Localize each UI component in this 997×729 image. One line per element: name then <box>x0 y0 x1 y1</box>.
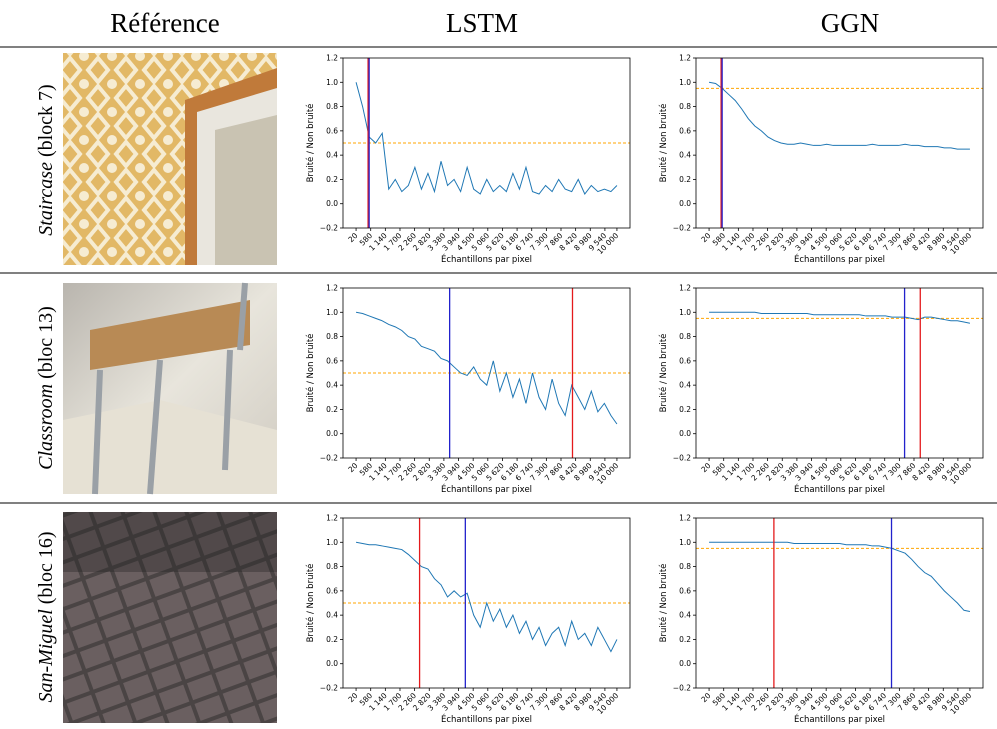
reference-image <box>63 282 277 495</box>
y-tick-label: 1.0 <box>679 78 691 87</box>
block-label: (bloc 13) <box>35 306 57 379</box>
x-axis-label: Échantillons par pixel <box>441 253 532 265</box>
y-tick-label: 0.0 <box>679 429 691 438</box>
row-label: Staircase (block 7) <box>35 84 57 235</box>
y-tick-label: 1.2 <box>326 54 338 63</box>
y-tick-label: 0.2 <box>326 405 338 414</box>
y-tick-label: −0.2 <box>320 224 338 233</box>
y-tick-label: 0.6 <box>326 356 338 365</box>
y-tick-label: 1.0 <box>326 308 338 317</box>
row-label: San-Miguel (bloc 16) <box>35 531 57 702</box>
y-tick-label: 0.8 <box>326 562 338 571</box>
y-tick-label: 0.4 <box>679 611 691 620</box>
column-header: Référence <box>110 8 219 38</box>
series-line <box>355 82 618 195</box>
y-tick-label: 1.2 <box>679 514 691 523</box>
y-tick-label: 1.0 <box>326 78 338 87</box>
y-tick-label: −0.2 <box>673 224 691 233</box>
plot-frame <box>342 287 631 459</box>
column-header: GGN <box>821 8 880 38</box>
y-tick-label: 0.2 <box>679 175 691 184</box>
scene-name: Staircase <box>35 162 57 236</box>
y-tick-label: 1.0 <box>679 308 691 317</box>
y-tick-label: 0.4 <box>326 151 338 160</box>
block-label: (bloc 16) <box>35 531 57 604</box>
y-tick-label: 1.2 <box>679 284 691 293</box>
x-axis-label: Échantillons par pixel <box>794 483 885 495</box>
y-tick-label: 0.4 <box>679 151 691 160</box>
y-tick-label: 0.8 <box>679 332 691 341</box>
y-tick-label: 0.2 <box>679 635 691 644</box>
plot-frame <box>695 287 984 459</box>
x-axis-label: Échantillons par pixel <box>794 253 885 265</box>
y-tick-label: 0.6 <box>326 586 338 595</box>
y-axis-label: Bruité / Non bruité <box>658 104 669 183</box>
y-tick-label: 1.2 <box>326 284 338 293</box>
y-tick-label: 1.0 <box>679 538 691 547</box>
y-axis-label: Bruité / Non bruité <box>305 334 316 413</box>
y-tick-label: 0.0 <box>326 199 338 208</box>
y-tick-label: 0.2 <box>326 635 338 644</box>
plot-frame <box>342 517 631 689</box>
y-tick-label: 0.4 <box>326 381 338 390</box>
plot-frame <box>695 517 984 689</box>
plot-frame <box>695 57 984 229</box>
y-tick-label: 0.0 <box>326 659 338 668</box>
plot-frame <box>342 57 631 229</box>
series-line <box>708 81 970 150</box>
y-axis-label: Bruité / Non bruité <box>658 564 669 643</box>
y-tick-label: 0.8 <box>679 562 691 571</box>
x-axis-label: Échantillons par pixel <box>794 713 885 725</box>
column-header: LSTM <box>446 8 518 38</box>
row-label: Classroom (bloc 13) <box>35 306 57 470</box>
y-tick-label: 0.4 <box>679 381 691 390</box>
y-axis-label: Bruité / Non bruité <box>305 564 316 643</box>
y-tick-label: −0.2 <box>673 454 691 463</box>
series-line <box>355 541 618 653</box>
y-tick-label: 0.6 <box>679 356 691 365</box>
x-axis-label: Échantillons par pixel <box>441 483 532 495</box>
y-axis-label: Bruité / Non bruité <box>658 334 669 413</box>
y-tick-label: 0.8 <box>679 102 691 111</box>
y-tick-label: 0.0 <box>679 659 691 668</box>
series-line <box>709 311 971 324</box>
y-tick-label: −0.2 <box>673 684 691 693</box>
y-tick-label: 0.6 <box>326 126 338 135</box>
y-tick-label: 1.2 <box>679 54 691 63</box>
y-tick-label: 0.8 <box>326 102 338 111</box>
series-line <box>709 541 971 612</box>
x-axis-label: Échantillons par pixel <box>441 713 532 725</box>
y-tick-label: 0.0 <box>326 429 338 438</box>
y-tick-label: 0.6 <box>679 126 691 135</box>
y-axis-label: Bruité / Non bruité <box>305 104 316 183</box>
y-tick-label: −0.2 <box>320 454 338 463</box>
y-tick-label: 1.2 <box>326 514 338 523</box>
y-tick-label: 1.0 <box>326 538 338 547</box>
y-tick-label: 0.8 <box>326 332 338 341</box>
y-tick-label: 0.6 <box>679 586 691 595</box>
scene-name: San-Miguel <box>35 609 57 703</box>
reference-image <box>63 53 277 265</box>
y-tick-label: −0.2 <box>320 684 338 693</box>
block-label: (block 7) <box>35 84 57 157</box>
y-tick-label: 0.0 <box>679 199 691 208</box>
y-tick-label: 0.2 <box>679 405 691 414</box>
series-line <box>355 311 618 425</box>
y-tick-label: 0.4 <box>326 611 338 620</box>
scene-name: Classroom <box>35 384 57 470</box>
reference-image <box>63 512 277 723</box>
y-tick-label: 0.2 <box>326 175 338 184</box>
